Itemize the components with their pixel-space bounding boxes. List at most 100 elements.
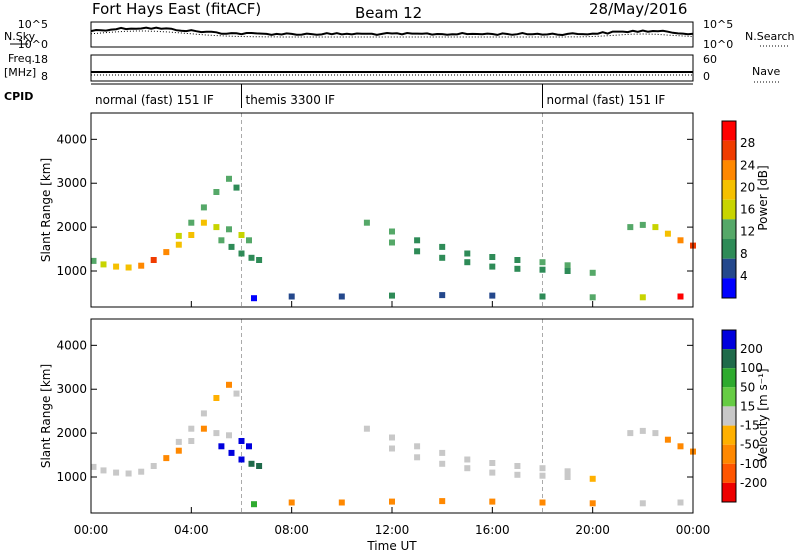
colorbar-tick-label: 8 (740, 247, 748, 261)
scatter-point (639, 500, 646, 507)
scatter-point (238, 250, 245, 257)
scatter-point (138, 468, 145, 475)
colorbar-tick-label: 12 (740, 225, 755, 239)
colorbar-tick-label: 4 (740, 269, 748, 283)
scatter-point (188, 219, 195, 226)
scatter-point (464, 465, 471, 472)
scatter-point (414, 454, 421, 461)
scatter-point (564, 468, 571, 475)
scatter-point (439, 254, 446, 261)
scatter-point (218, 443, 225, 450)
xtick-label: 20:00 (575, 523, 610, 537)
ytick-label: 4000 (56, 132, 87, 146)
scatter-point (389, 498, 395, 505)
nsearch-tick-bottom: 10^0 (703, 38, 733, 51)
scatter-point (514, 265, 521, 272)
colorbar-segment (722, 330, 736, 350)
scatter-point (213, 395, 220, 401)
colorbar-segment (722, 425, 736, 445)
power-panel-frame (90, 112, 694, 308)
cpid-segments: normal (fast) 151 IF themis 3300 IF normal… (95, 84, 665, 108)
scatter-point (175, 241, 182, 248)
scatter-point (163, 249, 170, 256)
velocity-colorbar-label: Velocity [m s⁻¹] (756, 368, 770, 461)
nave-label: Nave (752, 65, 780, 78)
power-colorbar: 28 24 20 16 12 8 4 (721, 120, 755, 299)
scatter-point (288, 499, 295, 506)
scatter-point (489, 263, 496, 270)
colorbar-frame (721, 329, 737, 503)
scatter-point (200, 204, 207, 211)
scatter-point (652, 430, 659, 437)
scatter-point (489, 292, 496, 299)
ytick-label: 1000 (56, 470, 87, 484)
scatter-point (175, 438, 182, 445)
nsky-tick-top: 10^5 (18, 18, 48, 31)
scatter-point (200, 410, 207, 417)
scatter-point (188, 232, 195, 238)
velocity-panel-ylabel: Slant Range [km] (39, 364, 53, 468)
scatter-point (363, 219, 370, 226)
colorbar-tick-label: -100 (740, 457, 767, 471)
colorbar-frame (721, 120, 737, 299)
scatter-point (226, 175, 232, 182)
nsky-tick-bottom: 10^0 (18, 38, 48, 51)
velocity-panel-gridlines (241, 319, 543, 513)
scatter-point (489, 460, 496, 466)
scatter-point (233, 390, 240, 397)
scatter-point (150, 463, 157, 469)
scatter-point (389, 228, 395, 235)
scatter-point (248, 460, 255, 467)
xtick-label: 04:00 (174, 523, 209, 537)
scatter-point (652, 224, 659, 231)
scatter-point (389, 292, 395, 299)
scatter-point (539, 499, 546, 506)
scatter-point (589, 475, 596, 482)
colorbar-segment (722, 180, 736, 200)
scatter-point (589, 294, 596, 301)
nsky-trace (90, 26, 694, 37)
velocity-panel-frame (90, 318, 694, 514)
scatter-point (627, 430, 634, 437)
scatter-point (464, 456, 471, 463)
colorbar-tick-label: 200 (740, 342, 763, 356)
freq-unit: [MHz] (4, 66, 36, 79)
scatter-point (233, 184, 240, 191)
freq-tick-bottom: 8 (41, 70, 48, 83)
power-panel-marks (90, 175, 696, 302)
scatter-point (200, 425, 207, 432)
scatter-point (218, 237, 225, 244)
colorbar-tick-label: -200 (740, 476, 767, 490)
scatter-point (256, 257, 263, 263)
scatter-point (363, 425, 370, 432)
scatter-point (163, 455, 170, 462)
cpid-segment-label: normal (fast) 151 IF (95, 93, 214, 107)
scatter-point (439, 243, 446, 250)
velocity-panel-marks (90, 381, 696, 508)
ytick-label: 2000 (56, 426, 87, 440)
colorbar-tick-label: 28 (740, 136, 755, 150)
ytick-label: 2000 (56, 220, 87, 234)
colorbar-segment (722, 406, 736, 426)
velocity-colorbar: 200 100 50 15 -15 -50 -100 -200 (721, 329, 767, 503)
colorbar-segment (722, 121, 736, 141)
scatter-point (90, 257, 97, 264)
xtick-label: 08:00 (274, 523, 309, 537)
scatter-point (677, 293, 684, 300)
colorbar-tick-label: 50 (740, 380, 755, 394)
colorbar-tick-label: 24 (740, 158, 755, 172)
scatter-point (564, 268, 571, 274)
colorbar-tick-label: 100 (740, 361, 763, 375)
scatter-point (539, 259, 546, 266)
scatter-point (338, 293, 345, 300)
scatter-point (213, 224, 220, 231)
scatter-point (677, 443, 684, 450)
scatter-point (150, 257, 157, 263)
colorbar-segment (722, 239, 736, 259)
scatter-point (564, 262, 571, 269)
scatter-point (389, 445, 395, 452)
colorbar-segment (722, 199, 736, 220)
scatter-point (175, 232, 182, 239)
scatter-point (514, 463, 521, 469)
